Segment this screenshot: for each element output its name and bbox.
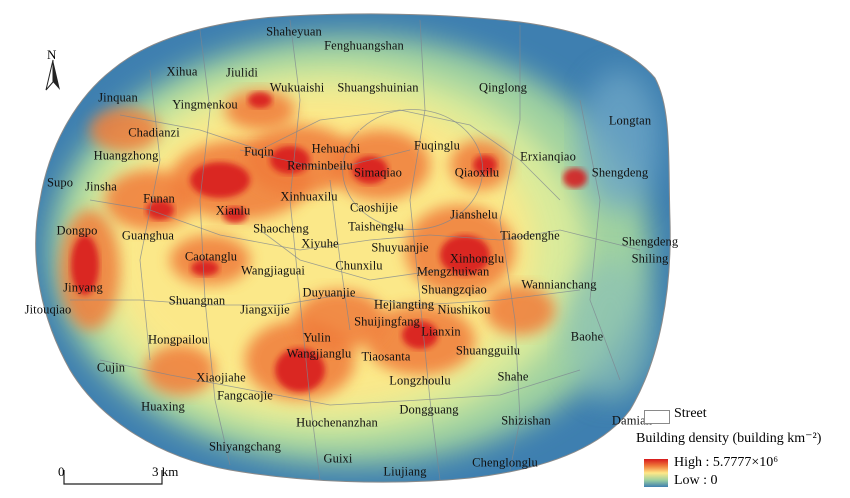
street-label: Huochenanzhan [296,415,378,430]
street-label: Shiling [631,251,669,266]
street-label: Shengdeng [591,165,649,180]
street-label: Erxianqiao [520,149,576,164]
street-label: Xiyuhe [301,236,339,251]
street-label: Shiyangchang [208,439,282,454]
street-label: Hejiangting [373,297,435,312]
street-label: Chenglonglu [472,455,538,470]
street-label: Hongpailou [147,332,209,347]
street-boundaries [70,19,641,481]
scale-end-label: 3 km [152,464,179,479]
street-label: Shaocheng [253,221,309,236]
street-label: Chadianzi [128,125,180,140]
street-label: Shengdeng [621,234,679,249]
street-label: Dongpo [56,223,98,238]
street-label: Fangcaojie [217,388,273,403]
street-label: Wukuaishi [269,80,325,95]
scale-start-label: 0 [58,464,65,479]
street-label: Duyuanjie [302,285,356,300]
street-label: Tiaodenghe [500,228,560,243]
street-label: Jiangxijie [240,302,290,317]
street-label: Caotanglu [184,249,238,264]
street-label: Cujin [96,360,126,375]
street-label: Chunxilu [335,258,383,273]
street-label: Caoshijie [349,200,399,215]
street-label: Fuqinglu [414,138,460,153]
street-label: Shaheyuan [266,24,322,39]
street-label: Jitouqiao [24,302,72,317]
legend-street-swatch [644,410,670,424]
street-label: Huangzhong [93,148,159,163]
street-label: Liujiang [383,464,427,479]
street-label: Wangjiaguai [241,263,305,278]
street-label: Guixi [323,451,353,466]
street-label: Mengzhuiwan [416,264,490,279]
density-surface [35,14,671,483]
street-label: Tiaosanta [361,349,411,364]
street-label: Shuangshuinian [337,80,419,95]
street-label: Xihua [166,64,198,79]
street-label: Xiaojiahe [196,370,246,385]
street-label: Shuangzqiao [421,282,487,297]
city-boundary [35,13,671,483]
street-label: Xinhonglu [449,251,505,266]
north-arrow-icon [45,59,60,91]
street-label: Jinyang [63,280,103,295]
street-label: Dongguang [399,402,459,417]
legend-street-label: Street [674,406,707,421]
street-label: Supo [46,175,74,190]
street-label: Guanghua [121,228,175,243]
scale-bar [63,470,163,485]
street-label: Jianshelu [450,207,498,222]
street-label: Niushikou [437,302,491,317]
street-label: Funan [143,191,175,206]
legend-title: Building density (building km⁻²) [636,431,822,446]
street-label: Shizishan [501,413,551,428]
street-label: Damian [611,413,653,428]
street-label: Taishenglu [348,219,404,234]
street-label: Wannianchang [521,277,597,292]
street-label: Shuangnan [168,293,226,308]
street-label: Jiulidi [226,65,258,80]
street-label: Yulin [303,330,331,345]
street-label: Longzhoulu [389,373,451,388]
street-label: Fenghuangshan [324,38,404,53]
street-label: Renminbeilu [287,158,353,173]
street-label: Longtan [608,113,652,128]
street-label: Fuqin [244,144,274,159]
street-label: Jinsha [85,179,117,194]
street-label: Xinhuaxilu [280,189,338,204]
street-label: Wangjianglu [286,346,352,361]
street-label: Hehuachi [311,141,361,156]
north-label: N [47,47,57,62]
street-label: Baohe [570,329,604,344]
street-label: Xianlu [215,203,251,218]
street-label: Shuijingfang [354,314,420,329]
street-label: Jinquan [98,90,138,105]
street-label: Qiaoxilu [454,165,500,180]
legend-low-label: Low : 0 [674,473,718,488]
street-label: Qinglong [478,80,528,95]
street-label: Simaqiao [353,165,403,180]
street-label: Shahe [497,369,529,384]
legend-color-ramp [644,459,668,487]
street-label: Yingmenkou [172,97,238,112]
legend-high-label: High : 5.7777×10⁶ [674,455,779,470]
street-label: Huaxing [141,399,185,414]
street-label: Lianxin [421,324,461,339]
street-label: Shuyuanjie [371,240,429,255]
street-label: Shuangguilu [455,343,521,358]
